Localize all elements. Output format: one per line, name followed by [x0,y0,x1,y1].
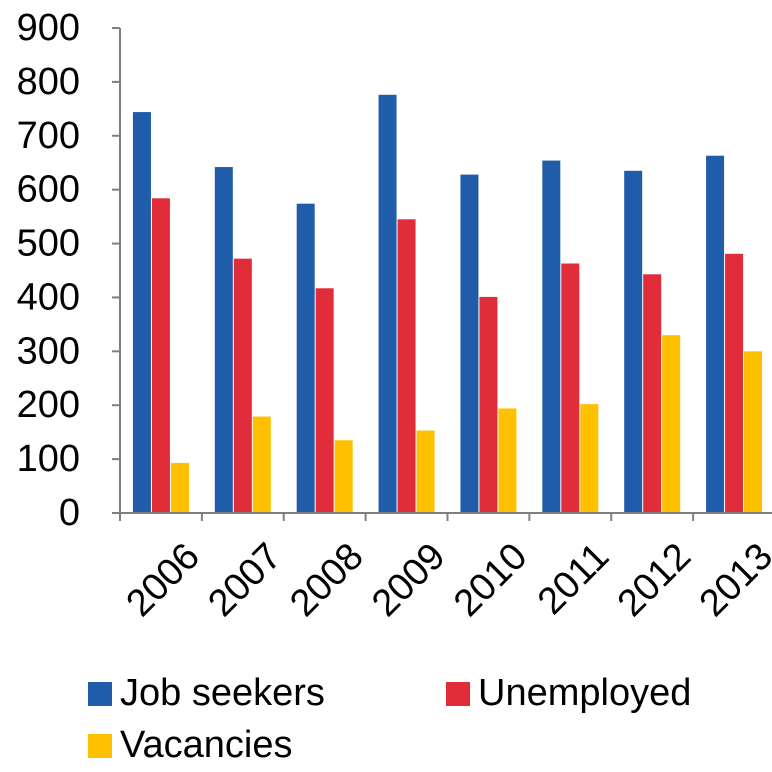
bar-unemployed-2010 [479,296,498,513]
bar-job-seekers-2006 [132,112,151,514]
legend: Job seekers Unemployed Vacancies [88,672,768,767]
y-tick-label: 200 [17,384,80,426]
y-axis-ticks: 0 100 200 300 400 500 600 700 800 900 [17,7,120,534]
bar-unemployed-2008 [315,288,334,513]
x-tick-label-2010: 2010 [446,535,535,624]
x-tick-label-2007: 2007 [200,535,289,624]
bar-job-seekers-2008 [296,203,315,513]
legend-swatch-unemployed [446,681,470,706]
x-tick-label-2008: 2008 [282,535,371,624]
y-tick-label: 900 [17,7,80,49]
bar-job-seekers-2010 [460,174,479,514]
legend-item-unemployed: Unemployed [446,672,691,715]
x-tick-label-2013: 2013 [692,535,772,624]
legend-label-job-seekers: Job seekers [120,672,325,714]
y-tick-label: 600 [17,169,80,211]
legend-label-vacancies: Vacancies [120,724,293,766]
bar-vacancies-2009 [416,430,435,513]
bar-vacancies-2008 [334,440,353,513]
x-tick-label-2009: 2009 [364,535,453,624]
bar-job-seekers-2007 [214,167,233,514]
y-tick-label: 100 [17,438,80,480]
bar-vacancies-2012 [662,335,681,513]
bar-unemployed-2006 [151,198,170,514]
bar-unemployed-2011 [561,263,580,513]
bar-unemployed-2007 [233,258,252,513]
legend-item-job-seekers: Job seekers [88,672,325,715]
bar-vacancies-2006 [170,462,189,513]
bar-job-seekers-2011 [542,160,561,514]
x-tick-label-2012: 2012 [610,535,699,624]
bar-vacancies-2011 [580,404,599,513]
bar-job-seekers-2012 [624,170,643,514]
legend-swatch-job-seekers [88,681,112,706]
legend-item-vacancies: Vacancies [88,724,293,767]
y-tick-label: 400 [17,276,80,318]
x-tick-label-2006: 2006 [118,535,207,624]
legend-swatch-vacancies [88,733,112,758]
y-tick-label: 300 [17,330,80,372]
bars [132,94,763,514]
y-tick-label: 0 [59,492,80,534]
bar-vacancies-2007 [252,416,271,513]
bar-unemployed-2013 [725,253,744,514]
y-tick-label: 800 [17,61,80,103]
y-tick-label: 500 [17,223,80,265]
x-tick-label-2011: 2011 [530,535,617,622]
bar-unemployed-2009 [397,219,416,514]
bar-unemployed-2012 [643,274,662,513]
bar-job-seekers-2009 [378,94,397,514]
y-tick-label: 700 [17,115,80,157]
bar-vacancies-2010 [498,408,517,513]
legend-label-unemployed: Unemployed [478,672,692,714]
bar-job-seekers-2013 [706,155,725,513]
bar-vacancies-2013 [744,351,763,513]
